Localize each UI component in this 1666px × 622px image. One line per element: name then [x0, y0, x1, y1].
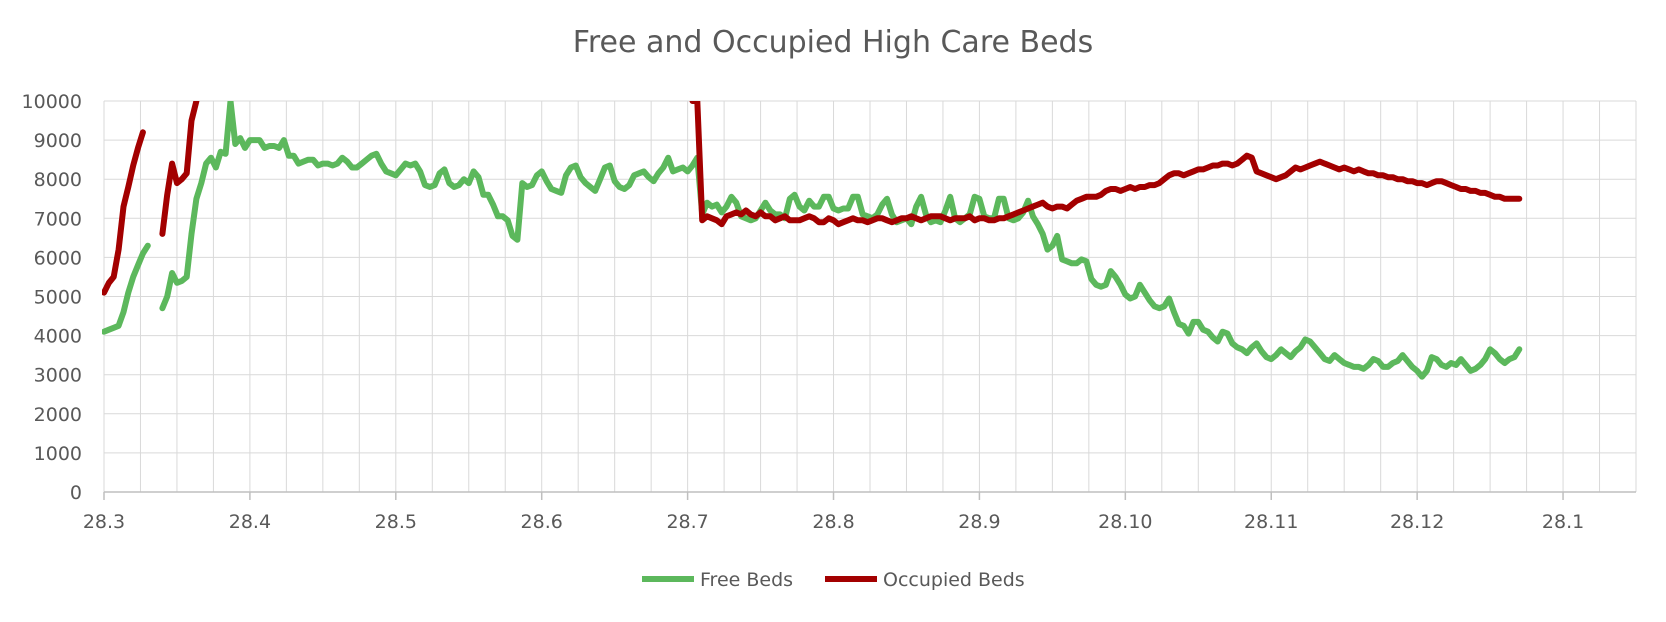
y-tick-label: 7000	[34, 208, 82, 230]
x-axis-tick-labels: 28.3 28.4 28.5 28.6 28.7 28.8 28.9 28.10 28.11 28…	[83, 492, 1584, 533]
legend: Free Beds Occupied Beds	[642, 569, 1025, 591]
y-tick-label: 3000	[34, 365, 82, 387]
x-tick-label: 28.12	[1390, 511, 1444, 533]
x-tick-label: 28.9	[958, 511, 1000, 533]
chart-title: Free and Occupied High Care Beds	[573, 25, 1093, 60]
x-tick-label: 28.11	[1244, 511, 1298, 533]
x-tick-label: 28.7	[666, 511, 708, 533]
y-tick-label: 5000	[34, 287, 82, 309]
occupied-beds-legend-label: Occupied Beds	[883, 569, 1025, 591]
y-tick-label: 9000	[34, 130, 82, 152]
grid-lines	[103, 100, 1637, 493]
y-tick-label: 0	[70, 482, 82, 504]
y-axis-tick-labels: 0 1000 2000 3000 4000 5000 6000 7000 8000 9000 100…	[22, 91, 82, 504]
free-beds-series-line	[102, 242, 151, 335]
x-tick-label: 28.8	[812, 511, 854, 533]
x-tick-label: 28.3	[83, 511, 125, 533]
series-lines	[102, 101, 1523, 380]
y-tick-label: 8000	[34, 169, 82, 191]
occupied-beds-series-line	[159, 101, 200, 237]
free-beds-series-line	[159, 101, 1523, 380]
x-tick-label: 28.5	[375, 511, 417, 533]
y-tick-label: 1000	[34, 443, 82, 465]
y-tick-label: 4000	[34, 326, 82, 348]
x-tick-label: 28.6	[521, 511, 563, 533]
occupied-beds-series-line	[102, 129, 146, 296]
occupied-beds-series-line	[689, 101, 1523, 228]
y-tick-label: 6000	[34, 247, 82, 269]
free-beds-legend-label: Free Beds	[700, 569, 793, 591]
x-tick-label: 28.4	[229, 511, 271, 533]
y-tick-label: 2000	[34, 404, 82, 426]
y-tick-label: 10000	[22, 91, 82, 113]
x-tick-label: 28.10	[1098, 511, 1152, 533]
x-tick-label: 28.1	[1542, 511, 1584, 533]
